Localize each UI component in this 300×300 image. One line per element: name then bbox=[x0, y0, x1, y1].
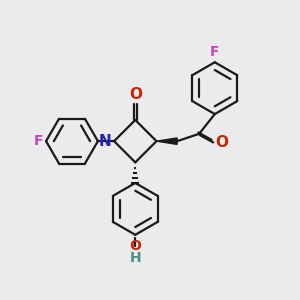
Text: F: F bbox=[210, 45, 220, 59]
Polygon shape bbox=[157, 138, 177, 144]
Text: O: O bbox=[129, 238, 141, 253]
Text: N: N bbox=[99, 134, 112, 149]
Text: O: O bbox=[215, 135, 228, 150]
Text: H: H bbox=[130, 251, 141, 265]
Text: F: F bbox=[34, 134, 43, 148]
Text: O: O bbox=[129, 87, 142, 102]
